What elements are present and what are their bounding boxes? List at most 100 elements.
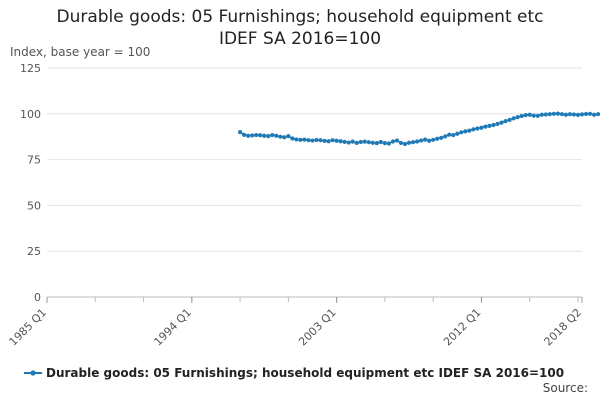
data-point [306,138,311,143]
data-point [439,135,444,140]
data-point [427,138,432,143]
data-point [495,121,500,126]
data-point [539,112,544,117]
x-tick-label: 1994 Q1 [151,306,194,349]
data-point [338,139,343,144]
chart-title: Durable goods: 05 Furnishings; household… [56,7,544,27]
data-point [418,138,424,143]
data-point [398,140,404,146]
x-tick-label: 1985 Q1 [7,306,50,349]
data-point [535,113,540,118]
y-axis-label: Index, base year = 100 [10,45,151,59]
data-point [591,112,597,117]
data-point [290,136,295,141]
data-point [318,138,323,143]
data-point [246,133,251,138]
data-point [499,120,504,125]
data-point [402,141,408,147]
data-point [423,137,428,142]
data-point [242,132,247,137]
x-tick-label: 2012 Q1 [441,306,484,349]
data-point [455,131,460,136]
data-point [443,134,448,139]
data-point [382,141,387,146]
data-point [459,130,464,135]
data-point [503,119,508,124]
data-point [278,134,283,139]
data-point [551,111,556,116]
data-point [471,127,476,132]
data-point [378,139,383,145]
data-point [362,139,367,144]
data-point [414,139,420,144]
data-point [543,112,548,117]
data-point [346,140,351,145]
data-point [511,116,516,121]
y-tick-label: 125 [20,62,41,75]
data-point [386,141,392,146]
data-point [350,139,355,144]
data-point [298,137,303,142]
data-point [463,129,468,134]
y-tick-label: 75 [27,154,41,167]
legend-label: Durable goods: 05 Furnishings; household… [46,366,564,380]
data-point [527,112,532,117]
data-point [435,136,440,141]
data-point [563,112,569,117]
data-point [286,134,291,139]
data-point [583,111,589,117]
data-point [595,112,600,117]
data-point [559,112,564,117]
data-point [447,132,452,137]
data-point [258,133,263,138]
data-point [431,137,436,142]
data-point [354,140,359,146]
data-point [410,140,416,145]
data-point [294,137,299,142]
x-tick-label: 2018 Q2 [542,306,585,349]
data-point [330,138,335,143]
data-point [366,140,371,145]
data-point [394,138,400,143]
data-point [390,139,396,144]
data-point [531,113,536,118]
data-point [274,133,279,138]
data-point [483,124,488,129]
data-point [587,111,593,116]
data-point [515,114,520,120]
data-point [326,139,331,144]
data-point [475,126,480,131]
x-tick-label: 2003 Q1 [296,306,339,349]
y-tick-label: 0 [34,291,41,304]
data-point [571,112,577,117]
data-point [250,133,255,138]
data-point [334,138,339,143]
data-point [270,132,275,138]
data-point [579,112,585,117]
data-point [314,137,319,143]
data-point [358,139,363,145]
data-point [567,112,573,117]
y-tick-label: 50 [27,199,41,212]
chart-subtitle: IDEF SA 2016=100 [218,29,382,49]
data-point [322,138,327,144]
data-point [479,125,484,130]
data-point [266,134,271,139]
data-point [254,132,259,138]
y-tick-label: 25 [27,245,41,258]
data-point [374,141,379,146]
chart-title-block: Durable goods: 05 Furnishings; household… [0,6,600,50]
source-label: Source: [542,381,588,395]
data-point [310,138,315,143]
data-point [282,135,287,140]
data-point [487,123,492,128]
data-point [575,112,581,117]
data-point [237,130,243,135]
data-point [523,112,528,118]
data-point [406,140,412,145]
legend-marker [30,370,36,376]
data-point [302,137,307,142]
data-point [262,133,267,138]
data-point [451,132,456,138]
